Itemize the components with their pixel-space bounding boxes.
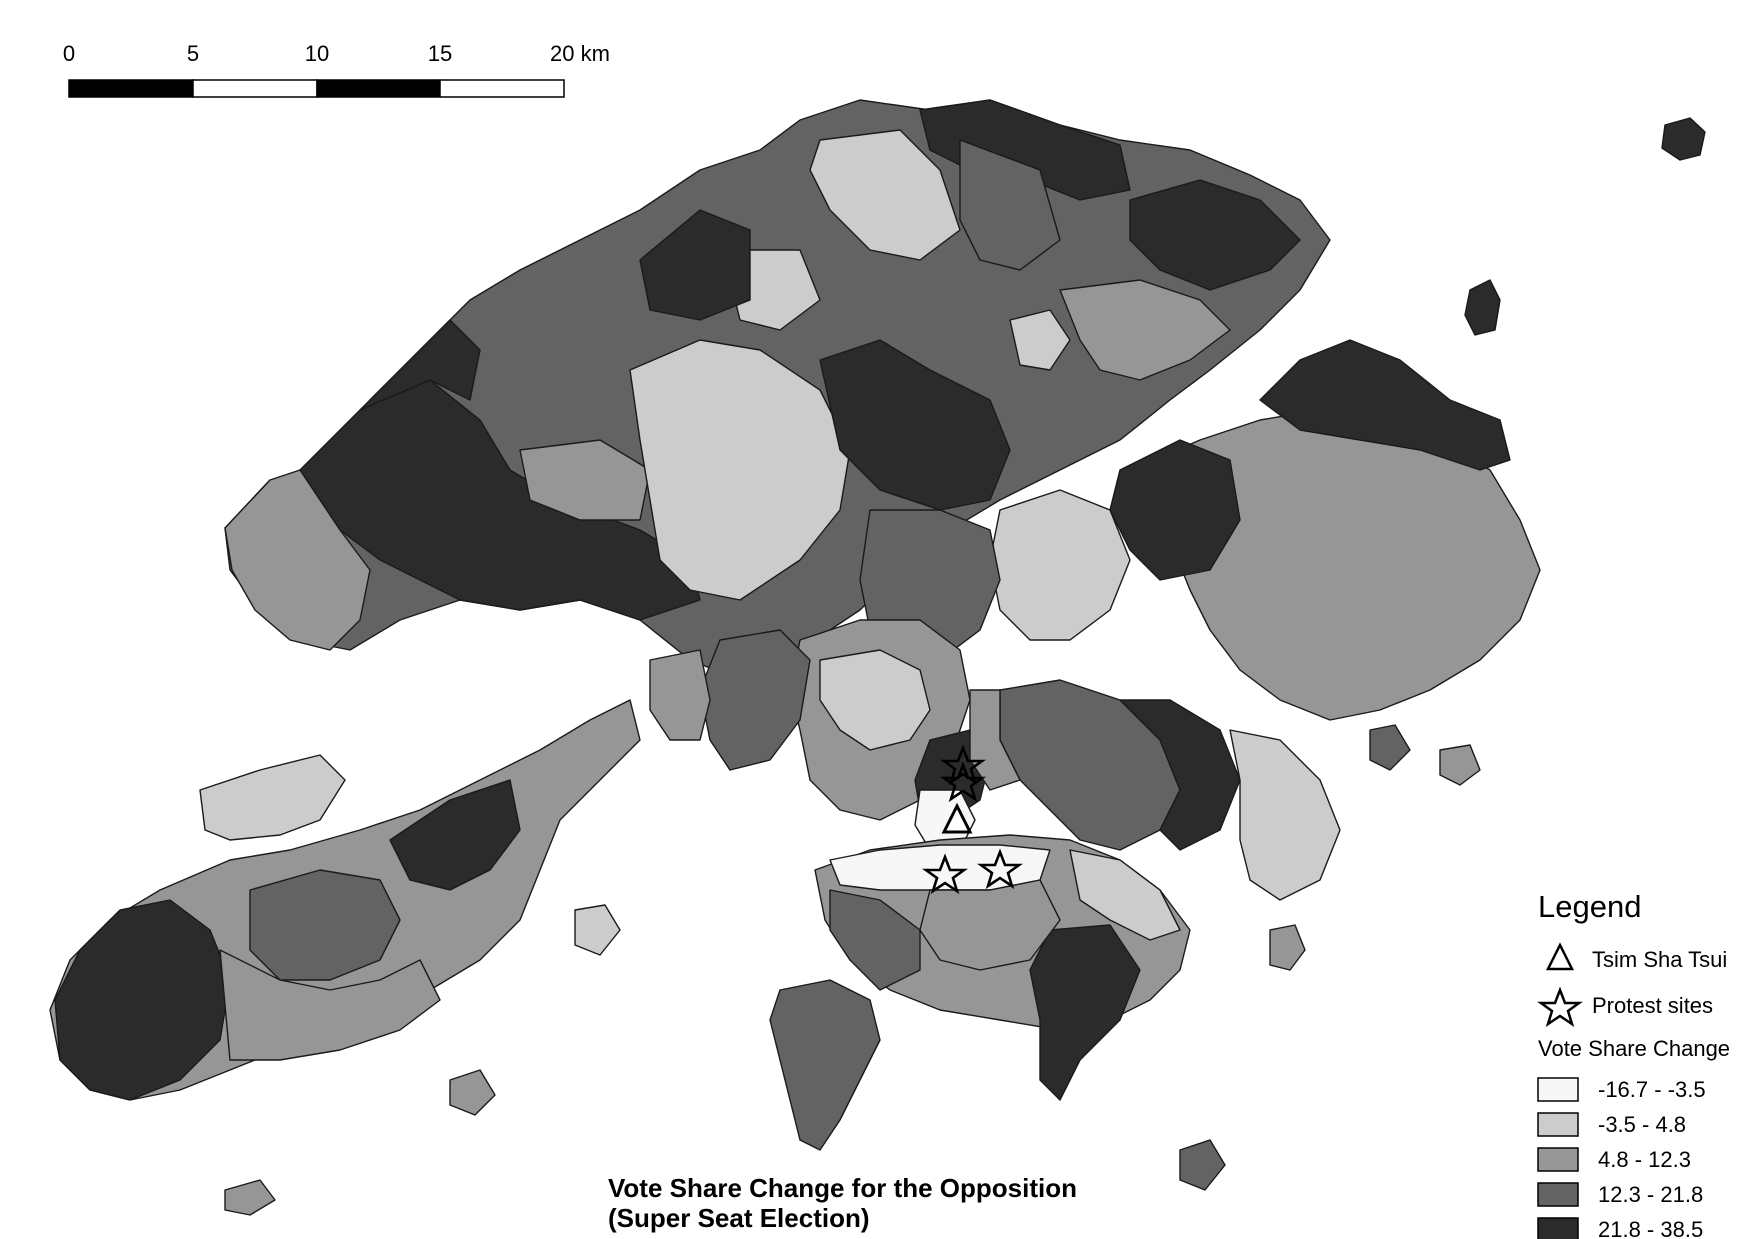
scale-segment-3 — [316, 79, 441, 98]
map-symbols — [922, 744, 1023, 895]
legend-swatch-class-4 — [1537, 1182, 1579, 1207]
legend-classes-title: Vote Share Change — [1538, 1036, 1730, 1061]
scale-segment-1 — [68, 79, 194, 98]
region-lamma — [769, 979, 881, 1151]
region-west-nt — [224, 469, 371, 651]
region-sai-kung-islet — [1369, 724, 1411, 771]
region-north-islet — [1009, 309, 1071, 371]
region-kwun-tong — [1119, 699, 1241, 851]
scale-label-0: 0 — [63, 41, 75, 66]
map-title-line-2: (Super Seat Election) — [608, 1203, 870, 1233]
legend-tsim-sha-tsui-label: Tsim Sha Tsui — [1592, 947, 1727, 972]
region-lantau-south — [219, 949, 441, 1061]
scale-label-5: 5 — [187, 41, 199, 66]
scale-label-10: 10 — [305, 41, 329, 66]
legend-swatch-class-3 — [1537, 1147, 1579, 1172]
region-southern-west — [829, 889, 921, 991]
region-eastern — [1069, 849, 1181, 941]
region-kwai-tsing — [699, 629, 811, 771]
region-tseung-kwan-o — [1229, 729, 1341, 901]
region-tung-chung — [389, 779, 521, 891]
legend-class-2-label: -3.5 - 4.8 — [1598, 1112, 1686, 1137]
protest-site-star-icon — [922, 853, 968, 895]
legend: Legend Tsim Sha Tsui Protest sites Vote … — [1537, 889, 1730, 1239]
scale-label-15: 15 — [428, 41, 452, 66]
scale-bar: 0 5 10 15 20 km — [63, 41, 610, 98]
legend-protest-sites-label: Protest sites — [1592, 993, 1713, 1018]
legend-swatch-class-2 — [1537, 1112, 1579, 1137]
region-west-islet — [224, 1179, 276, 1216]
legend-swatch-class-5 — [1537, 1217, 1579, 1239]
scale-segment-2 — [192, 79, 318, 98]
scale-segment-4 — [439, 79, 565, 98]
region-sha-tau-kok — [919, 99, 1131, 201]
region-ta-kwu-ling — [959, 139, 1061, 271]
legend-class-5-label: 21.8 - 38.5 — [1598, 1217, 1703, 1239]
protest-site-star-icon — [977, 848, 1023, 890]
legend-star-icon — [1537, 986, 1583, 1027]
region-po-toi — [1179, 1139, 1226, 1191]
region-tsing-yi — [649, 649, 711, 741]
map-regions — [49, 99, 1706, 1216]
protest-site-star-icon — [940, 744, 986, 786]
region-wan-chai — [919, 879, 1061, 971]
region-east-island-1 — [1464, 279, 1501, 336]
map-title-line-1: Vote Share Change for the Opposition — [608, 1173, 1077, 1203]
region-kam-tin — [519, 439, 651, 521]
legend-class-1-label: -16.7 - -3.5 — [1598, 1077, 1706, 1102]
region-tai-mo-shan — [819, 339, 1011, 511]
region-tai-po-east — [1059, 279, 1231, 381]
region-sham-shui-po — [819, 649, 931, 751]
region-chek-lap-kok — [199, 754, 346, 841]
region-south-island — [449, 1069, 496, 1116]
region-port-shelter-islet — [1439, 744, 1481, 786]
scale-label-20-km: 20 km — [550, 41, 610, 66]
region-sheung-shui — [639, 209, 751, 321]
legend-swatch-class-1 — [1537, 1077, 1579, 1102]
map-title: Vote Share Change for the Opposition (Su… — [608, 1173, 1077, 1233]
region-southern-east — [1029, 924, 1141, 1101]
legend-triangle-icon — [1545, 942, 1575, 971]
region-peng-chau — [1269, 924, 1306, 971]
region-tuen-mun — [299, 379, 701, 621]
region-tai-lam — [629, 339, 851, 601]
legend-class-3-label: 4.8 - 12.3 — [1598, 1147, 1691, 1172]
region-fanling — [809, 129, 961, 261]
region-plover-cove — [1129, 179, 1301, 291]
legend-class-4-label: 12.3 - 21.8 — [1598, 1182, 1703, 1207]
region-shatin — [989, 489, 1131, 641]
region-ne-island — [1661, 117, 1706, 161]
region-cheung-chau — [574, 904, 621, 956]
tsim-sha-tsui-triangle-icon — [941, 802, 973, 834]
region-ma-on-shan — [1109, 439, 1241, 581]
legend-title: Legend — [1538, 889, 1641, 924]
region-lantau-central — [249, 869, 401, 981]
protest-site-star-icon — [940, 761, 986, 803]
region-yuen-long-north — [359, 319, 481, 411]
region-sai-kung-north — [1259, 339, 1511, 471]
